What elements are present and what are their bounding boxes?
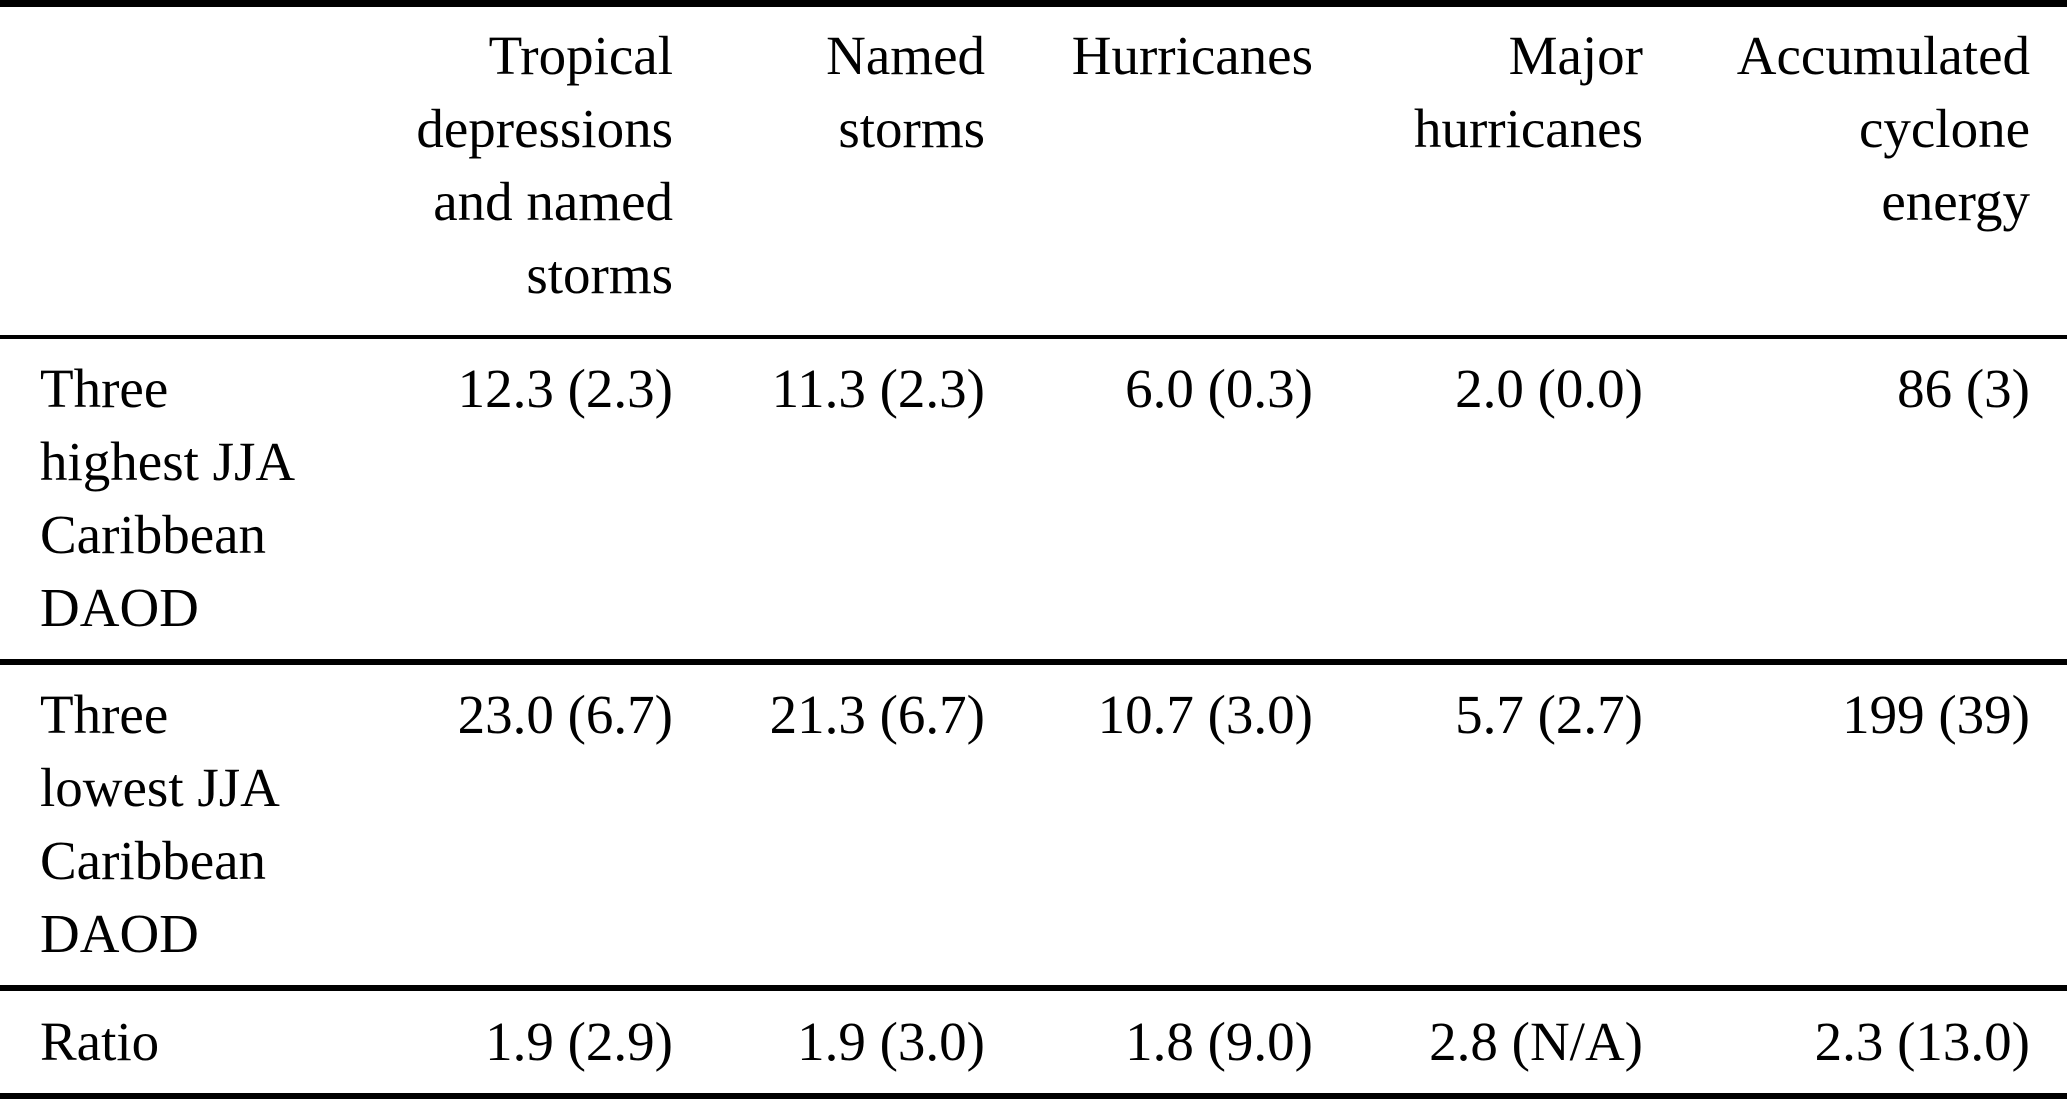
header-cell-major-hurricanes: Major hurricanes — [1413, 25, 1643, 159]
value-cell: 21.3 (6.7) — [769, 684, 985, 745]
value-cell: 199 (39) — [1842, 684, 2030, 745]
value-cell: 23.0 (6.7) — [457, 684, 673, 745]
value-cell: 1.9 (2.9) — [485, 1011, 673, 1072]
row-label-cell: Ratio — [40, 1011, 160, 1072]
header-cell-hurricanes: Hurricanes — [1071, 25, 1313, 86]
value-cell: 5.7 (2.7) — [1455, 684, 1643, 745]
row-label-cell: Three lowest JJA Caribbean DAOD — [40, 684, 280, 964]
table-header-row: Tropical depressions and named storms Na… — [0, 4, 2067, 338]
value-cell: 86 (3) — [1897, 358, 2030, 419]
value-cell: 1.9 (3.0) — [797, 1011, 985, 1072]
corner-cell — [0, 4, 380, 338]
header-cell-named-storms: Named storms — [826, 25, 985, 159]
value-cell: 2.8 (N/A) — [1429, 1011, 1643, 1072]
value-cell: 2.0 (0.0) — [1455, 358, 1643, 419]
value-cell: 2.3 (13.0) — [1814, 1011, 2030, 1072]
table-row-highest-daod: Three highest JJA Caribbean DAOD 12.3 (2… — [0, 337, 2067, 662]
header-cell-tropical-depressions-and-named-storms: Tropical depressions and named storms — [416, 25, 673, 305]
value-cell: 6.0 (0.3) — [1125, 358, 1313, 419]
value-cell: 10.7 (3.0) — [1097, 684, 1313, 745]
value-cell: 11.3 (2.3) — [771, 358, 985, 419]
header-cell-accumulated-cyclone-energy: Accumulated cyclone energy — [1736, 25, 2030, 232]
value-cell: 12.3 (2.3) — [457, 358, 673, 419]
table-row-lowest-daod: Three lowest JJA Caribbean DAOD 23.0 (6.… — [0, 662, 2067, 988]
row-label-cell: Three highest JJA Caribbean DAOD — [40, 358, 296, 638]
table-row-ratio: Ratio 1.9 (2.9) 1.9 (3.0) 1.8 (9.0) 2.8 … — [0, 988, 2067, 1096]
value-cell: 1.8 (9.0) — [1125, 1011, 1313, 1072]
